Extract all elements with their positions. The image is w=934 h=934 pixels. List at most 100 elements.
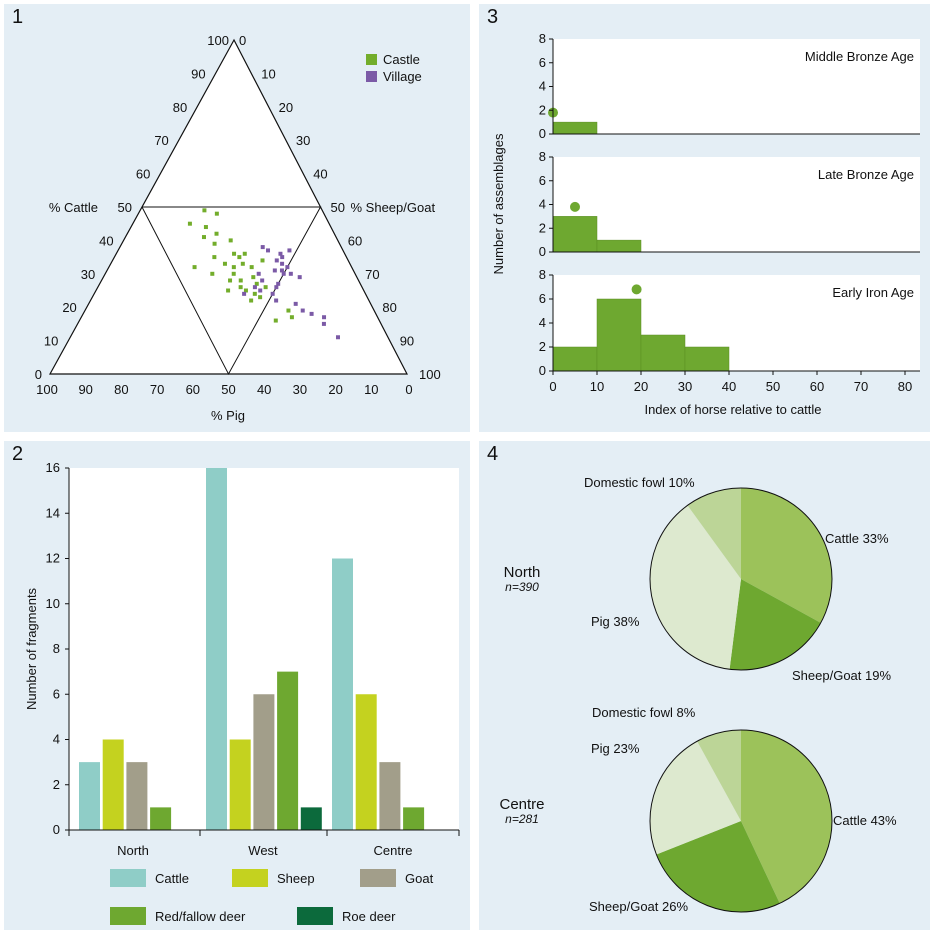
legend-label: Cattle: [155, 871, 189, 886]
panel-histograms: 3 0 2 4 6 8 Middle Bronze Age 0 2 4 6 8 Late Bronze…: [479, 4, 930, 432]
hist-y-tick-label: 4: [539, 315, 546, 330]
cattle-axis-label: % Cattle: [49, 200, 98, 215]
bar-goat-west: [253, 694, 275, 830]
panel-number-4: 4: [487, 443, 499, 465]
hist-bar: [552, 216, 598, 253]
legend-label: Roe deer: [342, 909, 396, 924]
pig-tick-label: 10: [364, 382, 378, 397]
cattle-tick-label: 70: [154, 133, 168, 148]
village-point: [287, 248, 292, 253]
village-point: [270, 291, 275, 296]
village-point: [300, 308, 305, 313]
pie-slice-centre-2: [650, 741, 741, 855]
sheep-tick-label: 50: [331, 200, 345, 215]
corner-pig-100: 100: [36, 382, 58, 397]
hist-y-tick-label: 0: [539, 244, 546, 259]
legend-label: Sheep: [277, 871, 315, 886]
bar-sheep-centre: [355, 694, 377, 830]
hist-y-tick-label: 6: [539, 173, 546, 188]
castle-point: [231, 265, 236, 270]
pie-outline: [649, 487, 833, 671]
hist-y-tick-label: 0: [539, 363, 546, 378]
hist-x-tick-label: 0: [549, 379, 556, 394]
village-point: [272, 268, 277, 273]
pig-tick-label: 50: [221, 382, 235, 397]
pie-slice-label: Sheep/Goat 19%: [792, 668, 891, 683]
village-point: [252, 285, 257, 290]
hist-y-tick-label: 4: [539, 79, 546, 94]
castle-point: [243, 288, 248, 293]
bar-red-fallow-deer-centre: [403, 807, 425, 830]
castle-point: [232, 251, 237, 256]
castle-point: [263, 285, 268, 290]
hist-y-tick-label: 8: [539, 267, 546, 282]
pie-slice-north-0: [741, 488, 832, 623]
bar-category-label: West: [248, 843, 278, 858]
legend-swatch-castle: [366, 54, 377, 65]
castle-point: [201, 235, 206, 240]
hist-y-tick-label: 6: [539, 291, 546, 306]
legend-swatch: [297, 907, 333, 925]
sheep-tick-label: 70: [365, 267, 379, 282]
pig-tick-label: 20: [328, 382, 342, 397]
hist-bar: [596, 239, 642, 253]
castle-point: [249, 265, 254, 270]
pie-group-name: Centre: [499, 796, 544, 813]
cattle-tick-label: 50: [118, 200, 132, 215]
bar-category-label: Centre: [373, 843, 412, 858]
bar-cattle-west: [206, 468, 227, 830]
bar-roe-deer-west: [300, 807, 322, 830]
pie-slice-label: Domestic fowl 8%: [592, 705, 696, 720]
hist-y-tick-label: 2: [539, 339, 546, 354]
pig-tick-label: 80: [114, 382, 128, 397]
hist-period-label: Late Bronze Age: [818, 167, 914, 182]
corner-pig-0: 0: [405, 382, 412, 397]
castle-point: [226, 288, 231, 293]
panel-number-3: 3: [487, 6, 499, 28]
bar-y-tick-label: 2: [53, 777, 60, 792]
hist-y-tick-label: 2: [539, 102, 546, 117]
castle-point: [214, 231, 219, 236]
castle-point: [286, 308, 291, 313]
pig-axis-label: % Pig: [211, 408, 245, 423]
hist-bar: [552, 121, 598, 135]
sheep-tick-label: 80: [382, 300, 396, 315]
pie-slice-centre-1: [656, 821, 780, 912]
village-point: [321, 321, 326, 326]
pie-slice-north-1: [729, 579, 821, 670]
pie-outline: [649, 729, 833, 913]
bar-cattle-centre: [332, 558, 353, 830]
village-point: [242, 291, 247, 296]
village-point: [274, 258, 279, 263]
castle-point: [238, 285, 243, 290]
bar-y-tick-label: 16: [46, 460, 60, 475]
castle-point: [214, 211, 219, 216]
pie-group-n: n=390: [505, 580, 539, 594]
village-point: [274, 285, 279, 290]
cattle-tick-label: 60: [136, 167, 150, 182]
bar-sheep-west: [229, 739, 251, 830]
pie-charts: Cattle 33% Sheep/Goat 19% Pig 38% Domestic …: [499, 475, 897, 914]
castle-point: [238, 278, 243, 283]
castle-point: [249, 298, 254, 303]
village-point: [280, 255, 285, 260]
legend-label-village: Village: [383, 69, 422, 84]
hist-y-tick-label: 0: [539, 126, 546, 141]
legend-swatch: [360, 869, 396, 887]
bar-y-tick-label: 0: [53, 822, 60, 837]
pie-group-n: n=281: [505, 812, 539, 826]
corner-sheep-0: 0: [239, 33, 246, 48]
cattle-tick-label: 90: [191, 66, 205, 81]
hist-bar: [596, 298, 642, 372]
hist-x-tick-label: 30: [678, 379, 692, 394]
panel-pies: 4 Cattle 33% Sheep/Goat 19% Pig 38% Domesti…: [479, 441, 930, 930]
village-point: [293, 301, 298, 306]
castle-point: [212, 241, 217, 246]
histogram-chart: 0 2 4 6 8 Middle Bronze Age 0 2 4 6 8 Late Bronze A…: [491, 31, 920, 417]
cattle-tick-label: 10: [44, 334, 58, 349]
hist-period-label: Middle Bronze Age: [805, 49, 914, 64]
hist-bar: [684, 346, 730, 372]
bar-y-tick-label: 6: [53, 686, 60, 701]
panel-number-1: 1: [12, 6, 24, 28]
village-point: [297, 275, 302, 280]
